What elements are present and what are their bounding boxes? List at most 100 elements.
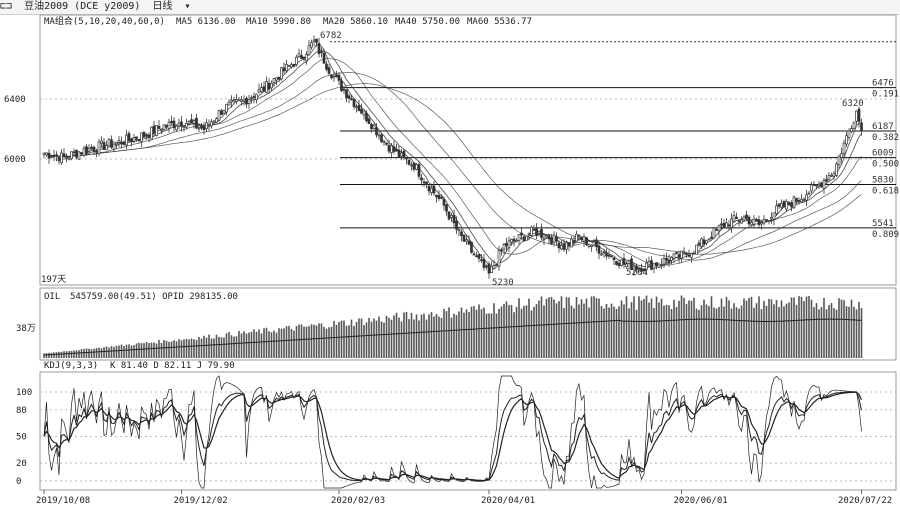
oi-bar (608, 307, 610, 358)
oi-bar (65, 351, 68, 358)
oi-bar (523, 305, 525, 358)
oi-bar (738, 308, 740, 358)
oi-bar (370, 321, 373, 358)
candle-body (667, 259, 671, 263)
candle-body (462, 234, 466, 242)
oi-bar (665, 304, 668, 358)
oi-bar (725, 296, 728, 358)
candle-body (155, 124, 158, 136)
oi-bar (720, 298, 723, 358)
oi-bar (438, 316, 440, 358)
candle-body (200, 126, 203, 129)
ma-legend: MA组合(5,10,20,40,60,0) (44, 15, 165, 27)
candle-body (795, 197, 798, 202)
oi-bar (113, 347, 115, 358)
candle-body (822, 180, 826, 190)
candle-body (110, 139, 113, 148)
oi-bar (850, 299, 853, 358)
chevron-down-icon[interactable]: ▾ (184, 1, 191, 12)
oi-bar (860, 308, 863, 358)
oi-bar (195, 340, 198, 358)
candle-body (277, 76, 281, 80)
candle-body (337, 74, 341, 81)
oi-bar (763, 300, 765, 358)
oi-bar (50, 352, 53, 358)
oi-bar (735, 307, 738, 358)
candle-body (460, 231, 463, 236)
candle-body (670, 257, 673, 261)
oi-bar (643, 298, 645, 358)
kdj-tick-label: 0 (16, 477, 21, 487)
candle-body (695, 244, 698, 255)
candle-body (115, 141, 118, 145)
candle-body (245, 97, 248, 105)
oi-bar (630, 302, 633, 358)
oi-bar (698, 309, 700, 358)
date-label: 2020/06/01 (674, 496, 728, 506)
period-selector[interactable]: 日线 (152, 1, 173, 12)
oi-bar (108, 347, 110, 358)
oi-bar (273, 330, 275, 358)
candle-body (360, 108, 363, 114)
oi-bar (68, 351, 70, 358)
oi-bar (223, 337, 225, 358)
candle-body (395, 149, 398, 152)
candle-body (480, 259, 483, 262)
oi-bar (88, 348, 90, 358)
oi-bar (705, 304, 708, 358)
oi-bar (360, 318, 363, 358)
oi-bar (825, 309, 828, 358)
oi-bar (440, 317, 443, 358)
candle-body (45, 152, 48, 156)
candle-body (625, 263, 628, 268)
candle-body (332, 75, 336, 78)
oi-bar (455, 315, 458, 358)
candle-body (487, 263, 491, 274)
instrument-title[interactable]: 豆油2009 (DCE y2009) (24, 1, 141, 12)
oi-bar (343, 320, 345, 358)
oi-bar (845, 306, 848, 358)
oi-bar (353, 325, 355, 358)
candle-body (475, 255, 478, 258)
candle-body (47, 152, 51, 159)
oi-bar (570, 305, 573, 358)
oi-bar (640, 300, 643, 358)
oi-bar (158, 340, 160, 358)
oi-bar (445, 311, 448, 358)
candle-body (635, 266, 638, 270)
candle-body (377, 134, 381, 137)
candle-body (587, 244, 591, 247)
candle-body (832, 173, 836, 177)
candle-body (225, 103, 228, 113)
axis-labels-layer: 6000 6400 0 20 50 80 100 2019/10/08 2019/12/02 20… (4, 95, 892, 506)
candle-body (132, 137, 136, 142)
candle-body (350, 98, 353, 101)
oi-bar (775, 299, 778, 358)
candle-body (120, 141, 123, 145)
candle-body (430, 187, 433, 194)
oi-bar (335, 324, 338, 358)
candle-body (550, 237, 553, 244)
candle-body (760, 222, 763, 225)
candle-body (285, 64, 288, 72)
candle-body (237, 99, 241, 102)
menu-icon[interactable]: ⊏⊐ (0, 1, 13, 12)
oi-bar (463, 312, 465, 358)
period-count: 197天 (41, 275, 66, 285)
date-label: 2020/04/01 (481, 496, 535, 506)
oi-bar (668, 305, 670, 358)
oi-bar (810, 299, 813, 358)
candle-body (247, 99, 251, 105)
oi-bar (803, 301, 805, 358)
oi-bar (655, 296, 658, 358)
candle-body (372, 125, 376, 129)
candle-body (280, 67, 283, 80)
oi-bar (510, 305, 513, 358)
oi-bar (490, 313, 493, 358)
oi-bar (350, 319, 353, 358)
kdj-legend: KDJ(9,3,3) (44, 361, 98, 371)
oi-bar (488, 313, 490, 358)
oi-bar (673, 299, 675, 358)
oi-bar (185, 338, 188, 358)
